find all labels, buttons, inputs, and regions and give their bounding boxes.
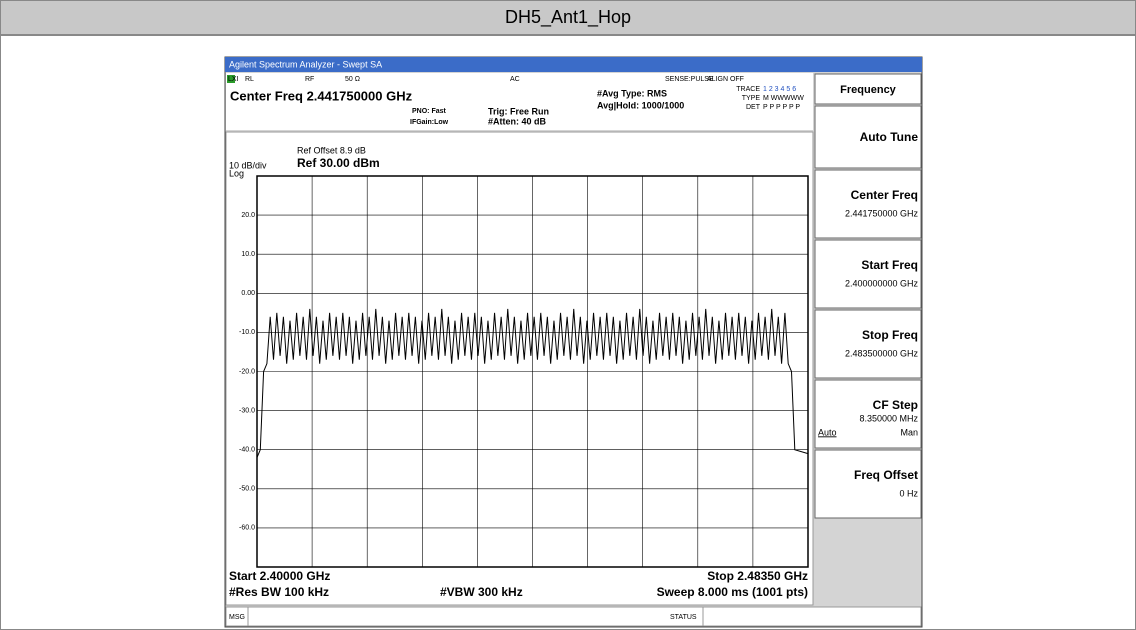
softkey[interactable]: [814, 169, 922, 239]
softkey-value: 0 Hz: [899, 488, 918, 498]
softkey-menu: Frequency Auto Tune Center Freq 2.44175000…: [814, 73, 922, 519]
plot-frame: [256, 175, 809, 568]
softkey-option: Man: [900, 427, 918, 437]
softkey[interactable]: [814, 239, 922, 309]
vbw: #VBW 300 kHz: [440, 585, 523, 599]
softkey-label: Stop Freq: [862, 328, 918, 342]
title-bar: [225, 57, 922, 72]
menu-title-box: [814, 73, 922, 105]
plot-panel: [225, 131, 814, 606]
softkey-label: Freq Offset: [854, 468, 918, 482]
sweep: Sweep 8.000 ms (1001 pts): [657, 585, 808, 599]
pno: PNO: Fast: [412, 108, 447, 115]
ref-level: Ref 30.00 dBm: [297, 156, 380, 170]
menu-title: Frequency: [840, 84, 897, 96]
trig: Trig: Free Run: [488, 106, 549, 116]
status-item: RF: [305, 76, 314, 83]
stop-freq: Stop 2.48350 GHz: [707, 569, 808, 583]
y-tick-label: 10.0: [241, 251, 255, 258]
softkey[interactable]: [814, 379, 922, 449]
status-item: LXI: [228, 76, 239, 83]
y-tick-label: -50.0: [239, 486, 255, 493]
softkey-label: Start Freq: [861, 258, 918, 272]
ifgain: IFGain:Low: [410, 119, 449, 126]
y-tick-label: -60.0: [239, 525, 255, 532]
avg-hold: Avg|Hold: 1000/1000: [597, 100, 684, 110]
softkey-value: 2.441750000 GHz: [845, 208, 919, 218]
status-item: AC: [510, 76, 520, 83]
lxi-icon: [227, 75, 235, 83]
scale-type: Log: [229, 168, 244, 178]
plot: 20.0 10.0 0.00 -10.0 -20.0 -30.0 -40.0 -50.0 -60…: [239, 176, 809, 567]
softkey-value: 8.350000 MHz: [859, 413, 918, 423]
softkey-value: 2.483500000 GHz: [845, 348, 919, 358]
y-tick-label: 0.00: [241, 290, 255, 297]
footer: [225, 606, 922, 627]
status-item: RL: [245, 76, 254, 83]
trace-label: TRACE: [736, 86, 760, 93]
atten: #Atten: 40 dB: [488, 116, 547, 126]
status-item: ALIGN OFF: [707, 76, 744, 83]
status-item: 50 Ω: [345, 76, 360, 83]
y-tick-label: -20.0: [239, 368, 255, 375]
window-title: Agilent Spectrum Analyzer - Swept SA: [229, 59, 382, 69]
softkey[interactable]: [814, 449, 922, 519]
y-tick-label: -30.0: [239, 407, 255, 414]
ref-offset: Ref Offset 8.9 dB: [297, 145, 366, 155]
softkey[interactable]: [814, 105, 922, 169]
softkey-option: Auto: [818, 427, 837, 437]
type-value: M WWWWW: [763, 95, 804, 102]
header-bar: [0, 0, 1136, 35]
det-value: P P P P P P: [763, 104, 800, 111]
softkey[interactable]: [814, 309, 922, 379]
status-item: SENSE:PULSE: [665, 76, 714, 83]
softkey-value: 2.400000000 GHz: [845, 278, 919, 288]
type-label: TYPE: [742, 95, 761, 102]
center-freq-setting: Center Freq 2.441750000 GHz: [230, 88, 413, 103]
trace-value: 1 2 3 4 5 6: [763, 86, 796, 93]
msg: MSG: [229, 614, 245, 621]
det-label: DET: [746, 104, 761, 111]
status: STATUS: [670, 614, 697, 621]
softkey-label: CF Step: [873, 398, 918, 412]
softkey-label: Auto Tune: [860, 130, 919, 144]
trace: [256, 308, 809, 458]
scale: 10 dB/div: [229, 160, 267, 170]
avg-type: #Avg Type: RMS: [597, 88, 667, 98]
rbw: #Res BW 100 kHz: [229, 585, 329, 599]
start-freq: Start 2.40000 GHz: [229, 569, 330, 583]
y-tick-label: -10.0: [239, 329, 255, 336]
y-tick-label: 20.0: [241, 212, 255, 219]
y-tick-label: -40.0: [239, 447, 255, 454]
settings-panel: [226, 73, 813, 130]
softkey-label: Center Freq: [851, 188, 918, 202]
header-title: DH5_Ant1_Hop: [505, 7, 631, 28]
